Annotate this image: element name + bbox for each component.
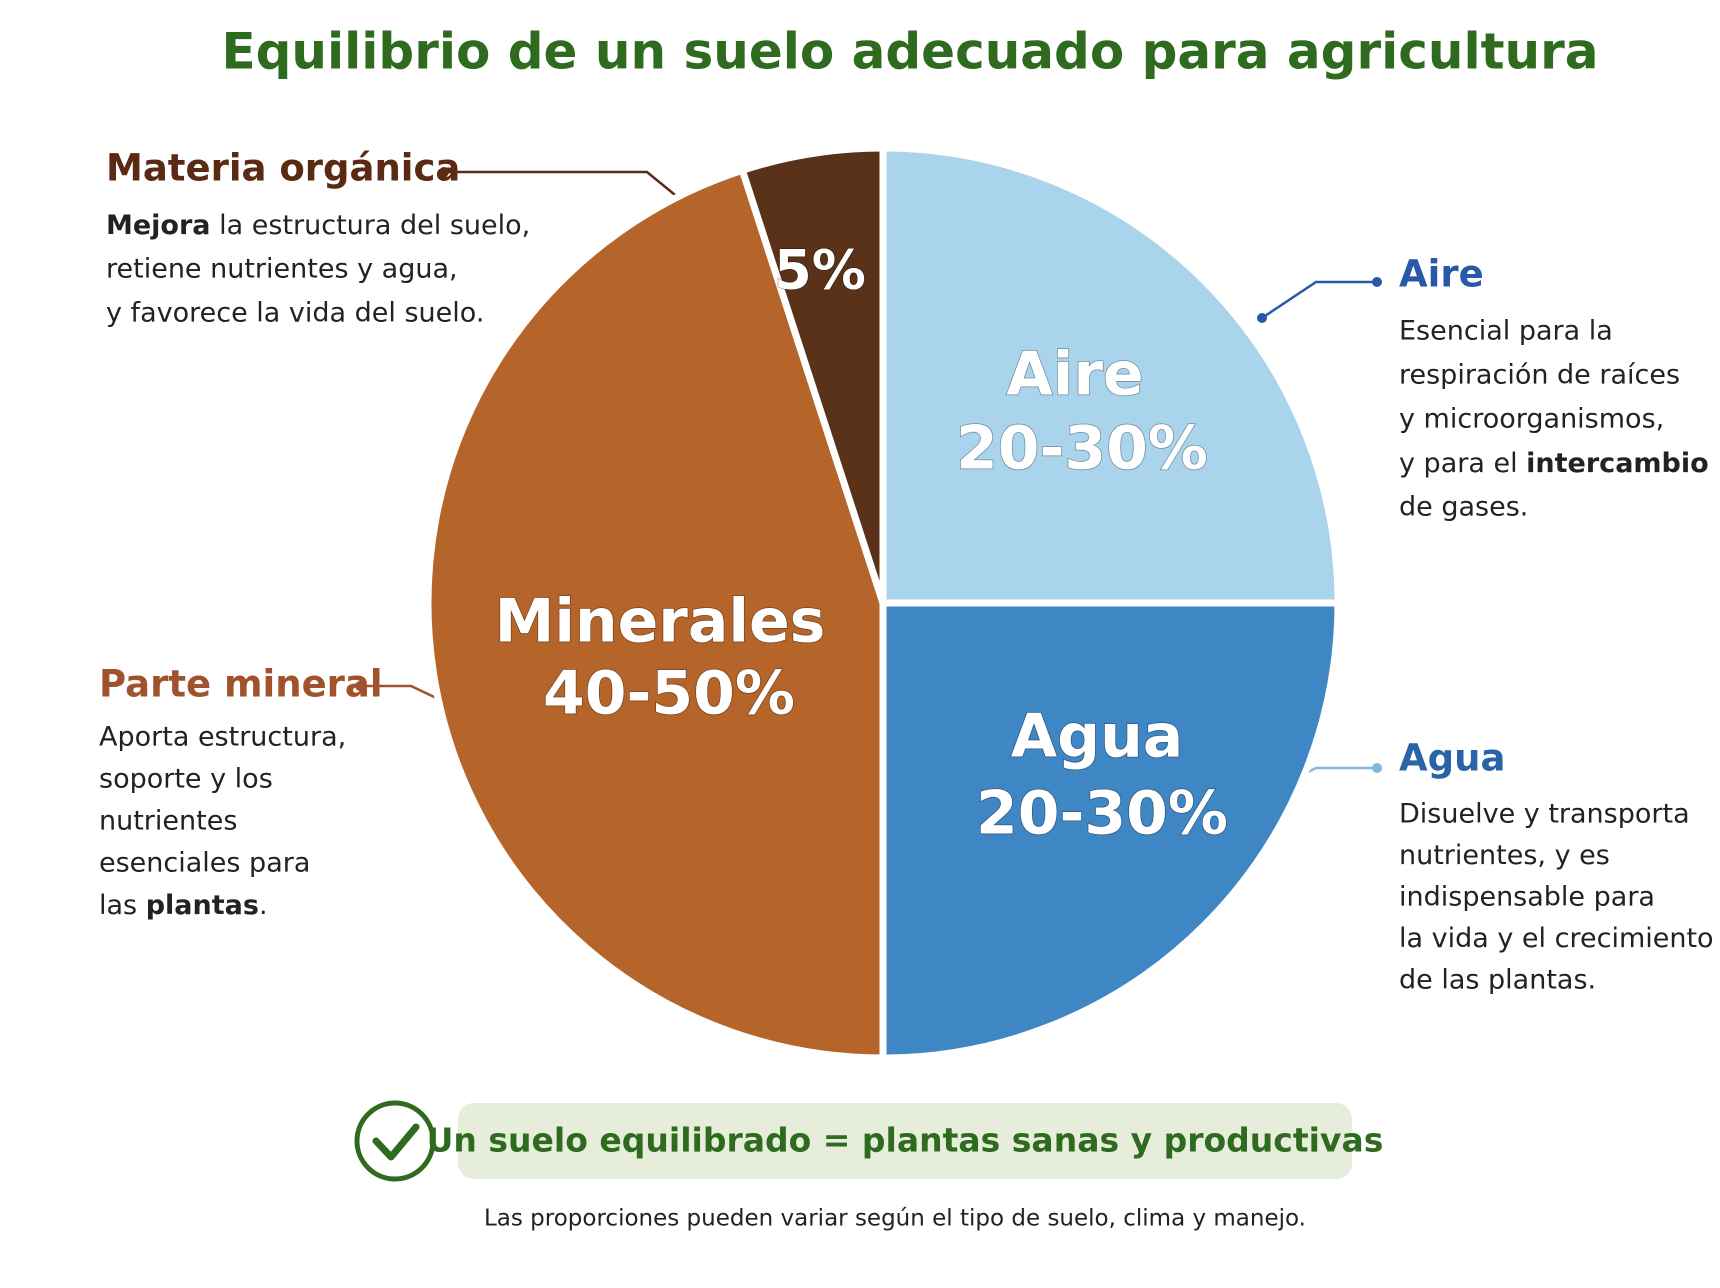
slice-value-label: 5% — [774, 239, 866, 302]
callout-title: Agua — [1399, 737, 1505, 780]
callout-line: de gases. — [1399, 492, 1528, 523]
slice-label: Agua — [1011, 702, 1184, 772]
slice-value-label: 20-30% — [976, 779, 1228, 849]
check-icon — [354, 1100, 436, 1182]
leader-dot — [1372, 763, 1382, 773]
footnote: Las proporciones pueden variar según el … — [484, 1206, 1306, 1232]
banner-text: Un suelo equilibrado = plantas sanas y p… — [427, 1121, 1384, 1160]
callout-line: las plantas. — [99, 890, 268, 921]
callout-line: Aporta estructura, — [99, 722, 346, 753]
callout-line: Disuelve y transporta — [1399, 799, 1690, 830]
text-span: . — [259, 890, 268, 921]
callout-line: de las plantas. — [1399, 965, 1596, 996]
callout-line: indispensable para — [1399, 882, 1655, 913]
bold-span: Mejora — [106, 210, 211, 241]
bold-span: plantas — [146, 890, 259, 921]
chart-title: Equilibrio de un suelo adecuado para agr… — [221, 23, 1598, 81]
callout-line: Esencial para la — [1399, 316, 1613, 347]
leader-line — [1261, 280, 1377, 320]
slice-value-label: 40-50% — [543, 659, 795, 729]
callout-line: y favorece la vida del suelo. — [106, 298, 484, 329]
leader-dot — [439, 167, 449, 177]
leader-line — [444, 170, 692, 209]
callout-title: Aire — [1399, 253, 1484, 296]
text-span: las — [99, 890, 146, 921]
check-mark — [372, 1123, 420, 1161]
pie-slice — [424, 165, 887, 1062]
callout-line: y microorganismos, — [1399, 404, 1664, 435]
pie-slice — [879, 144, 1342, 607]
leader-dot — [1372, 277, 1382, 287]
slice-label: Minerales — [495, 587, 826, 657]
callout-line: nutrientes, y es — [1399, 840, 1610, 871]
callout-title: Parte mineral — [99, 663, 383, 706]
banner-box — [458, 1103, 1352, 1179]
callout-line: Mejora la estructura del suelo, — [106, 210, 530, 241]
bold-span: intercambio — [1526, 448, 1709, 479]
pie — [424, 144, 1342, 1062]
callout-line: esenciales para — [99, 848, 310, 879]
leader-dot — [1257, 313, 1267, 323]
leader-dot — [355, 681, 365, 691]
text-span: la estructura del suelo, — [211, 210, 531, 241]
callout-line: y para el intercambio — [1399, 448, 1709, 479]
slice-value-label: 20-30% — [956, 414, 1208, 484]
callout-line: respiración de raíces — [1399, 360, 1680, 391]
slice-label: Aire — [1006, 340, 1143, 410]
text-span: y para el — [1399, 448, 1526, 479]
callout-line: retiene nutrientes y agua, — [106, 254, 458, 285]
callout-line: nutrientes — [99, 806, 237, 837]
pie-slice — [879, 599, 1342, 1062]
callout-line: soporte y los — [99, 764, 273, 795]
pie-slice — [737, 144, 887, 605]
callout-title: Materia orgánica — [106, 147, 460, 190]
callout-line: la vida y el crecimiento — [1399, 923, 1714, 954]
